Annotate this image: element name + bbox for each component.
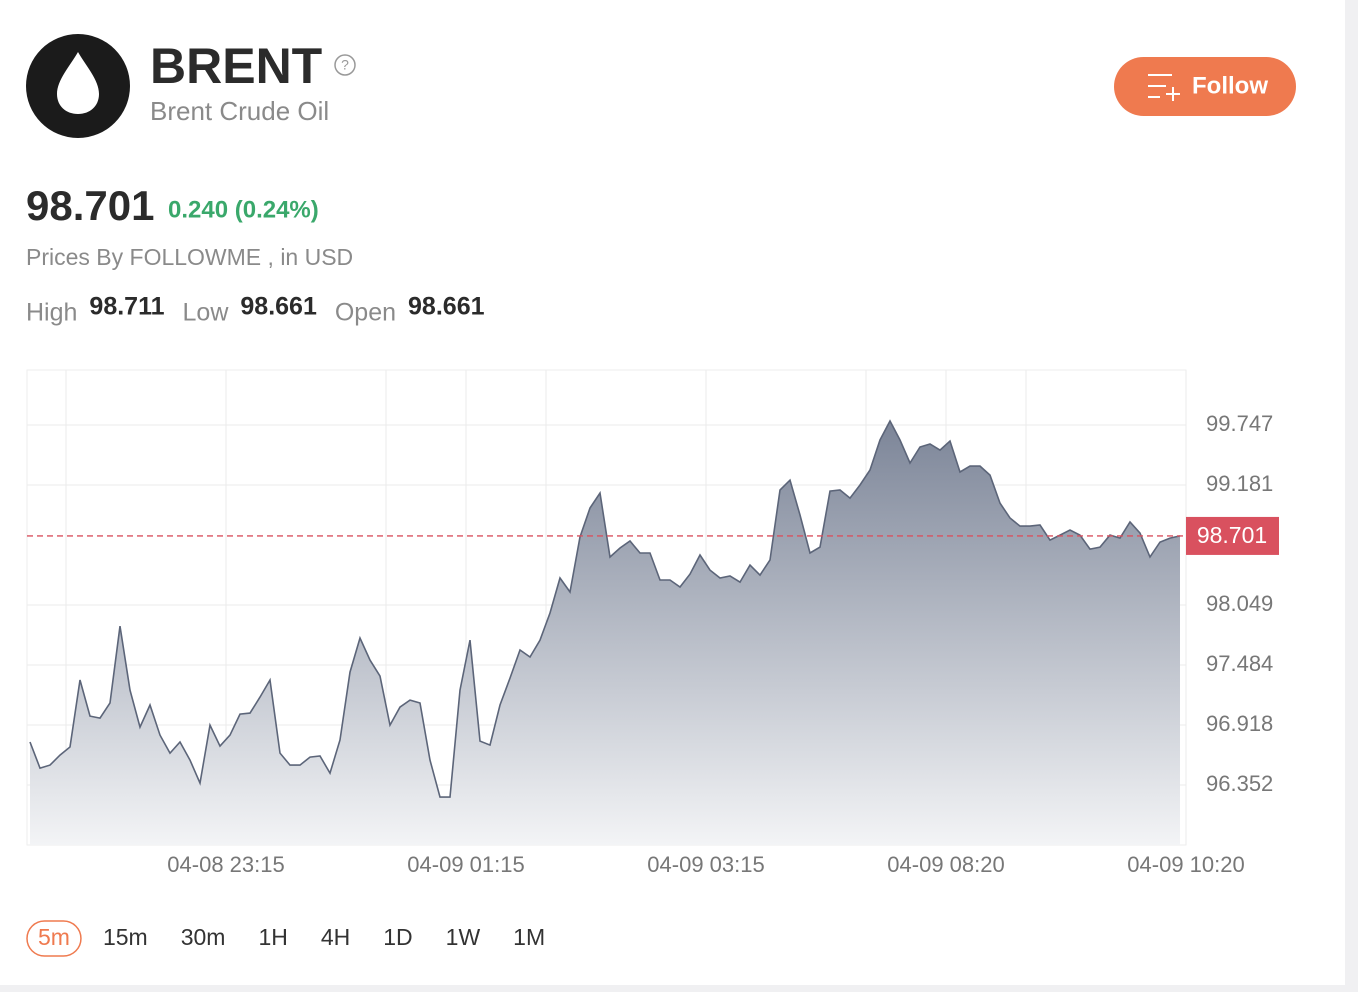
follow-label: Follow [1192, 72, 1268, 99]
area-fill [30, 421, 1180, 845]
stat-label: Open [335, 299, 396, 327]
timeframe-option[interactable]: 15m [103, 924, 148, 950]
current-price-label: 98.701 [1197, 522, 1267, 548]
x-tick-label: 04-08 23:15 [167, 852, 284, 877]
timeframe-option[interactable]: 1H [258, 924, 287, 950]
current-price-box [1186, 516, 1279, 555]
timeframe-option[interactable]: 4H [321, 924, 350, 950]
timeframe-option[interactable]: 1M [513, 924, 545, 950]
title: BRENT [150, 38, 322, 94]
x-tick-label: 04-09 01:15 [407, 852, 524, 877]
help-mark: ? [341, 57, 349, 73]
help-icon[interactable] [334, 54, 356, 76]
timeframe-option[interactable]: 5m [38, 924, 70, 950]
stat-value: 98.661 [240, 293, 317, 321]
price: 98.701 [26, 182, 154, 229]
y-tick-label: 96.352 [1206, 771, 1273, 796]
timeframes: 5m 15m 30m 1H 4H 1D 1W 1M [26, 920, 545, 957]
timeframe-option[interactable]: 1D [383, 924, 412, 950]
follow-icon [1148, 74, 1180, 101]
y-tick-label: 98.049 [1206, 591, 1273, 616]
price-change: 0.240 (0.24%) [168, 196, 319, 223]
y-tick-label: 96.918 [1206, 711, 1273, 736]
x-tick-label: 04-09 10:20 [1127, 852, 1244, 877]
timeframe-selected [26, 920, 82, 957]
subtitle: Brent Crude Oil [150, 96, 329, 126]
stat-label: Low [183, 299, 230, 327]
timeframe-option[interactable]: 30m [181, 924, 226, 950]
price-line [29, 419, 1181, 798]
y-tick-label: 99.747 [1206, 411, 1273, 436]
y-tick-label: 97.484 [1206, 651, 1273, 676]
stat-value: 98.711 [89, 293, 164, 321]
stat-label: High [26, 299, 77, 327]
follow-button[interactable] [1114, 57, 1296, 116]
x-tick-label: 04-09 03:15 [647, 852, 764, 877]
x-tick-label: 04-09 08:20 [887, 852, 1004, 877]
bottom-strip [0, 985, 1358, 992]
stat-value: 98.661 [408, 293, 485, 321]
side-strip [1345, 0, 1358, 992]
y-tick-label: 99.181 [1206, 471, 1273, 496]
logo-drop [57, 52, 99, 114]
price-source: Prices By FOLLOWME , in USD [26, 244, 353, 270]
timeframe-option[interactable]: 1W [446, 924, 481, 950]
chart: 04-08 23:15 04-09 01:15 04-09 03:15 04-09 0… [26, 369, 1279, 877]
